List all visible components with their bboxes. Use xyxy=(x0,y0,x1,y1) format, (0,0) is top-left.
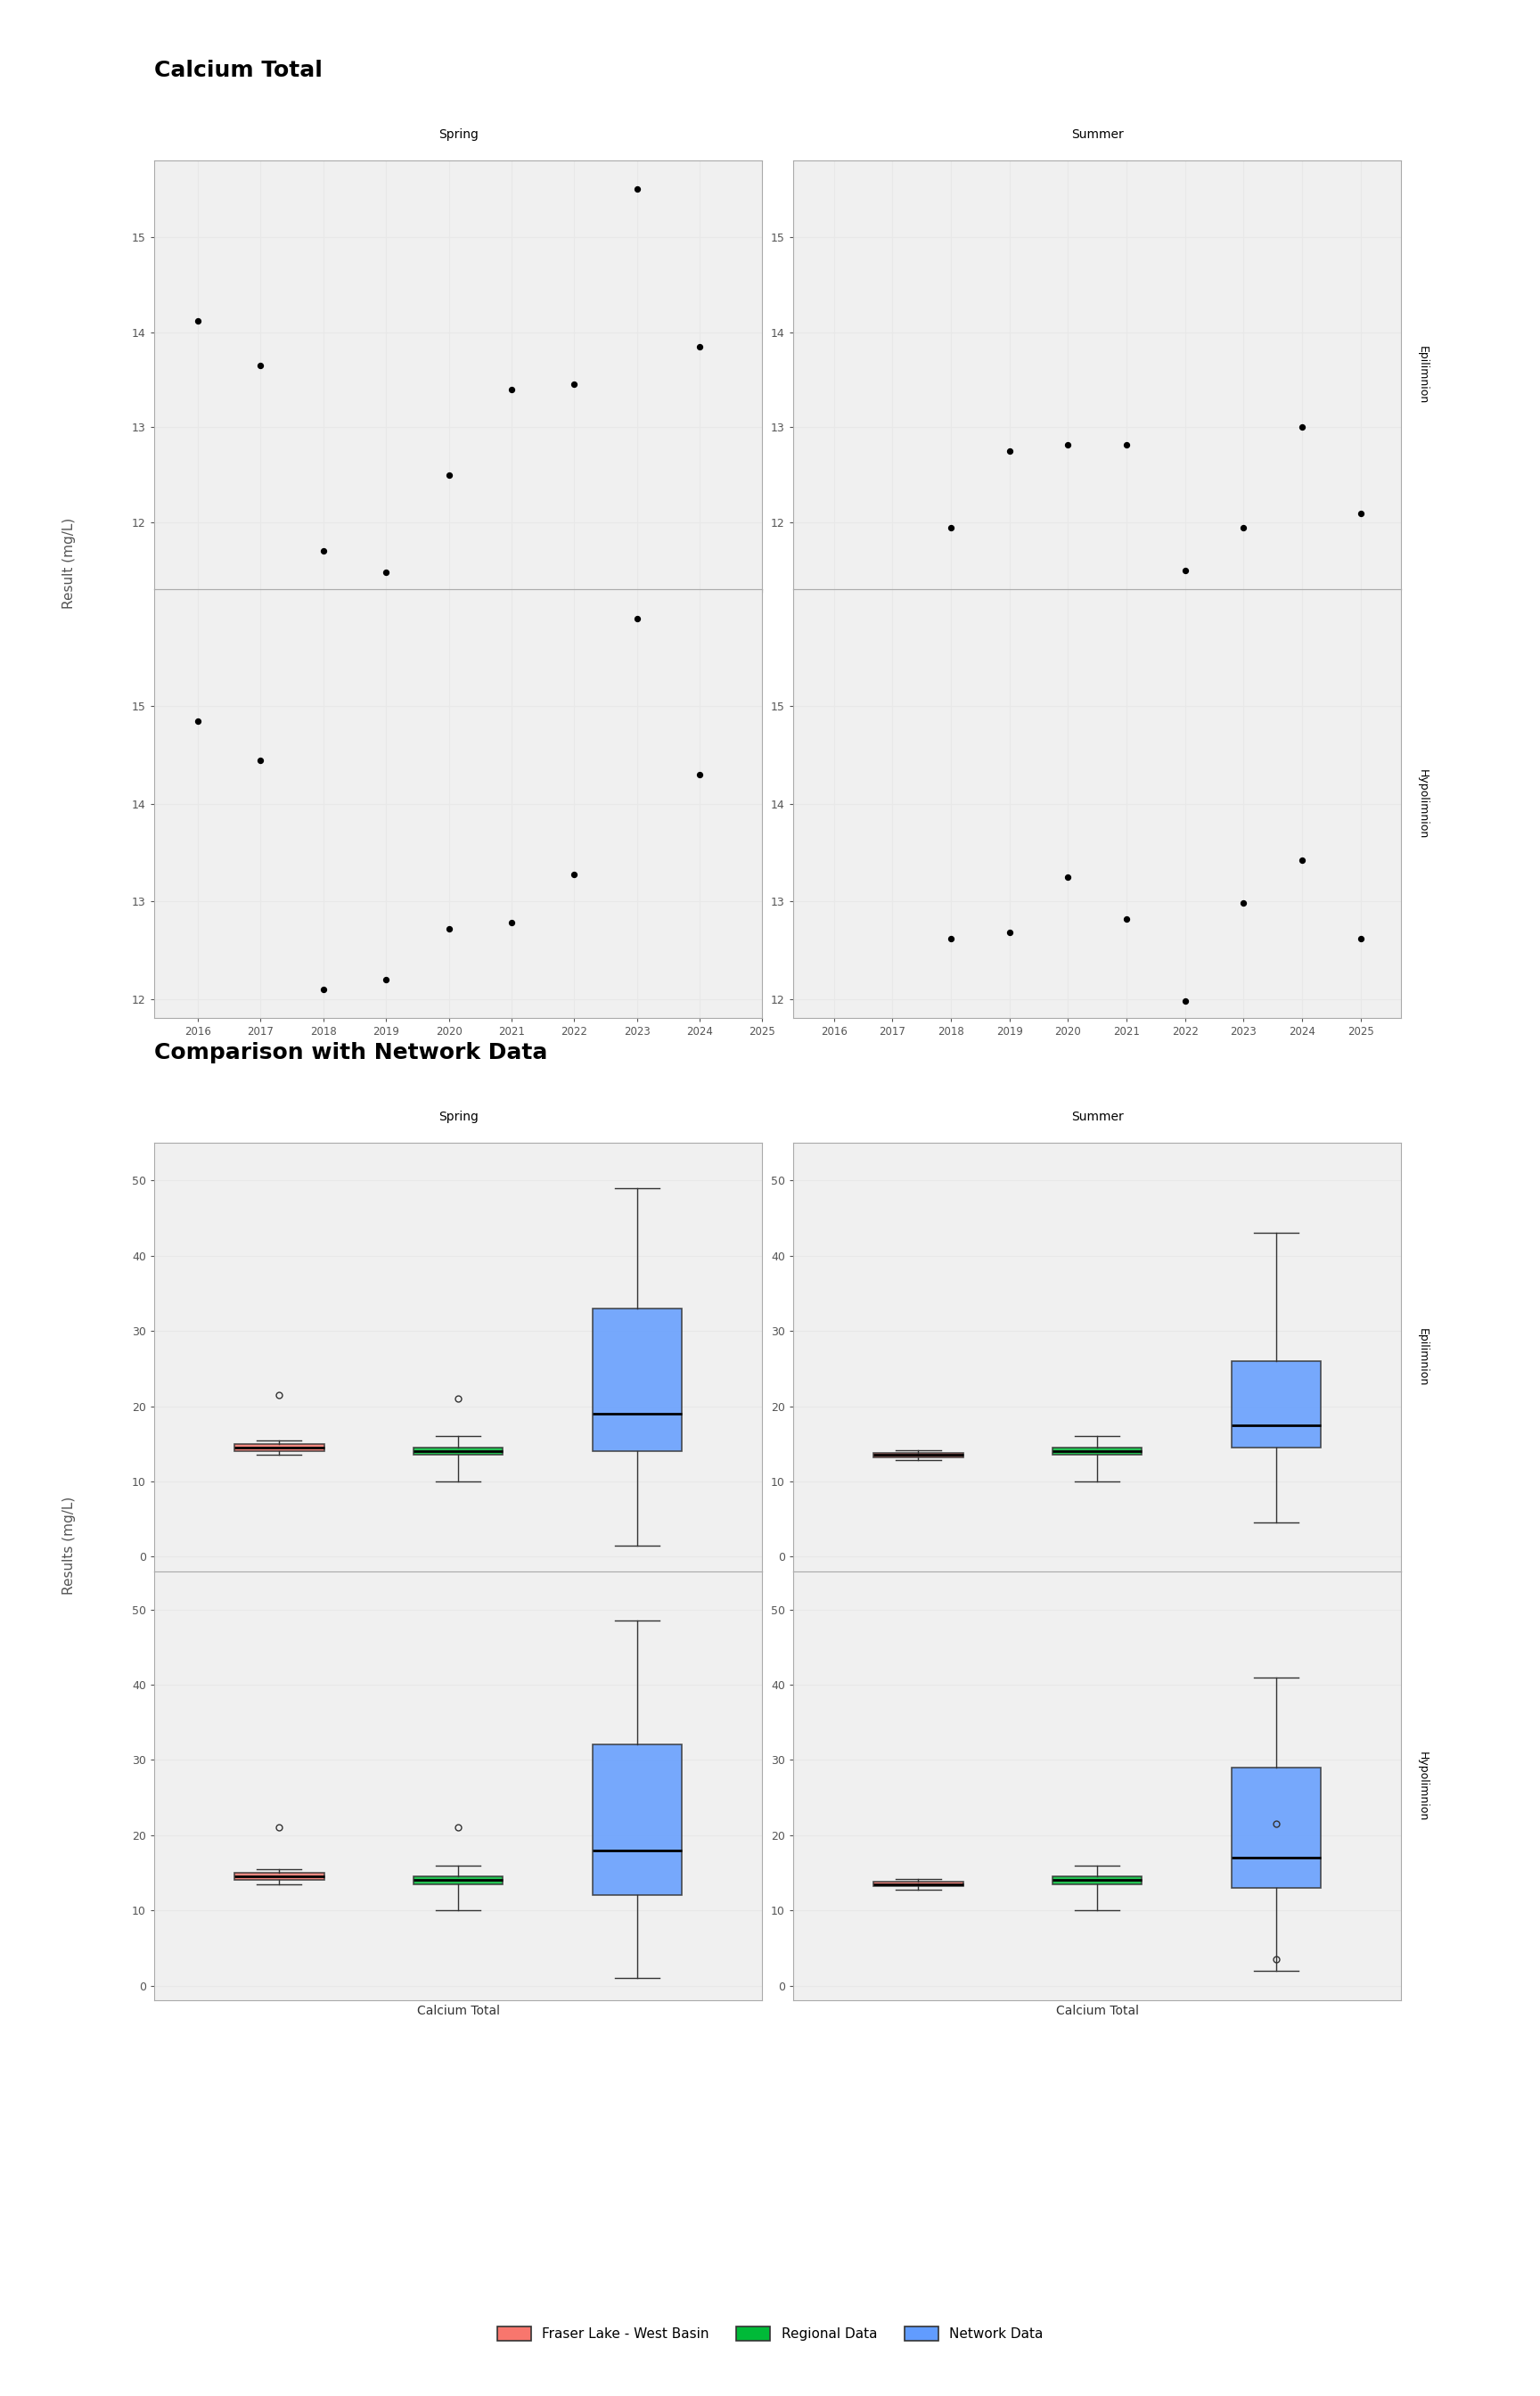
Point xyxy=(562,364,587,403)
Point xyxy=(248,347,273,386)
Point xyxy=(186,302,211,340)
Point xyxy=(436,910,460,949)
Text: Results (mg/L): Results (mg/L) xyxy=(63,1495,75,1596)
Point xyxy=(998,913,1023,951)
PathPatch shape xyxy=(413,1876,504,1883)
Point xyxy=(1056,426,1081,465)
Point xyxy=(499,903,524,942)
Point xyxy=(1289,407,1314,446)
PathPatch shape xyxy=(1232,1361,1321,1447)
Point xyxy=(1230,508,1255,546)
Text: Epilimnion: Epilimnion xyxy=(1417,1327,1429,1387)
Point xyxy=(625,599,650,637)
PathPatch shape xyxy=(593,1308,682,1452)
Text: Summer: Summer xyxy=(1072,127,1123,141)
PathPatch shape xyxy=(1052,1447,1143,1454)
Text: Calcium Total: Calcium Total xyxy=(154,60,322,81)
Point xyxy=(374,553,399,592)
Legend: Fraser Lake - West Basin, Regional Data, Network Data: Fraser Lake - West Basin, Regional Data,… xyxy=(491,2322,1049,2346)
Text: Comparison with Network Data: Comparison with Network Data xyxy=(154,1042,547,1064)
Point xyxy=(1348,920,1372,958)
PathPatch shape xyxy=(234,1445,323,1452)
Point xyxy=(311,532,336,570)
Point xyxy=(625,170,650,208)
Point xyxy=(311,970,336,1009)
PathPatch shape xyxy=(413,1447,504,1454)
Point xyxy=(186,702,211,740)
Point xyxy=(562,855,587,894)
PathPatch shape xyxy=(234,1874,323,1881)
PathPatch shape xyxy=(873,1881,962,1886)
Point xyxy=(939,508,964,546)
Text: Spring: Spring xyxy=(439,127,477,141)
Point xyxy=(998,431,1023,470)
Text: Result (mg/L): Result (mg/L) xyxy=(63,518,75,609)
Point xyxy=(374,961,399,999)
Point xyxy=(1113,901,1138,939)
PathPatch shape xyxy=(1052,1876,1143,1883)
Point xyxy=(939,920,964,958)
PathPatch shape xyxy=(593,1744,682,1895)
Point xyxy=(1230,884,1255,922)
Text: Epilimnion: Epilimnion xyxy=(1417,345,1429,405)
Point xyxy=(1348,494,1372,532)
Point xyxy=(248,740,273,779)
Point xyxy=(1172,982,1197,1021)
Point xyxy=(1172,551,1197,589)
Point xyxy=(687,755,711,793)
PathPatch shape xyxy=(1232,1768,1321,1888)
Point xyxy=(1056,858,1081,896)
Point xyxy=(687,328,711,367)
Text: Hypolimnion: Hypolimnion xyxy=(1417,769,1429,839)
Text: Spring: Spring xyxy=(439,1109,477,1124)
PathPatch shape xyxy=(873,1452,962,1457)
Point xyxy=(1113,426,1138,465)
Point xyxy=(1289,841,1314,879)
Point xyxy=(499,369,524,407)
Text: Hypolimnion: Hypolimnion xyxy=(1417,1751,1429,1821)
Text: Summer: Summer xyxy=(1072,1109,1123,1124)
Point xyxy=(436,455,460,494)
